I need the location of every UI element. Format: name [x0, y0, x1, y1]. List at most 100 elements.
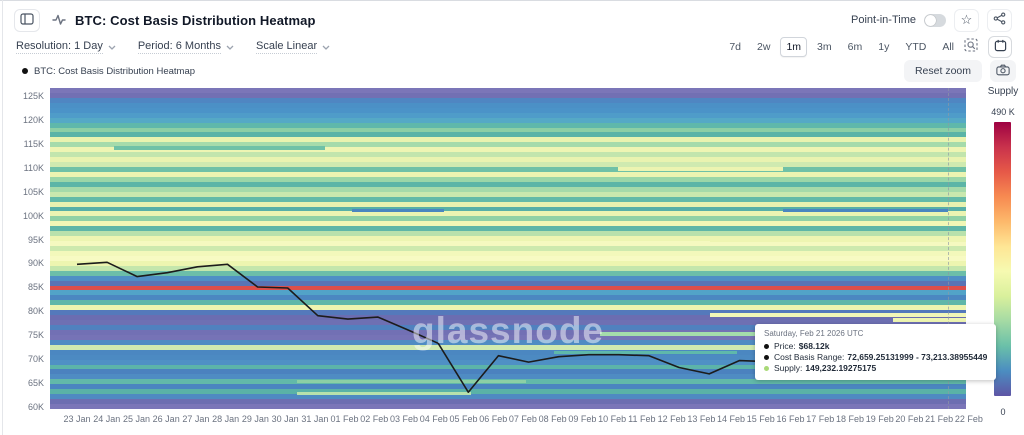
heatmap-row — [50, 280, 966, 287]
heatmap-row — [50, 325, 966, 331]
point-in-time-toggle[interactable] — [924, 13, 946, 27]
heatmap-row — [50, 315, 966, 321]
x-tick-label: 26 Jan — [152, 414, 180, 424]
heatmap-row — [50, 329, 966, 336]
range-button-YTD[interactable]: YTD — [899, 37, 932, 57]
heatmap-row — [50, 344, 966, 351]
dropdown-control-1[interactable]: Period: 6 Months — [137, 40, 234, 54]
colorbar-max-label: 490 K — [991, 107, 1015, 117]
y-tick-label: 80K — [27, 306, 44, 317]
dropdown-label: Resolution: 1 Day — [16, 40, 103, 54]
reset-zoom-button[interactable]: Reset zoom — [903, 60, 982, 82]
range-button-2w[interactable]: 2w — [751, 37, 776, 57]
dropdown-control-0[interactable]: Resolution: 1 Day — [16, 40, 116, 54]
zoom-selection-icon — [964, 37, 978, 57]
heatmap-row — [50, 334, 966, 341]
heatmap-row — [50, 226, 966, 232]
heatmap-row — [50, 122, 966, 129]
x-tick-label: 12 Feb — [657, 414, 686, 424]
y-tick-label: 105K — [22, 186, 44, 197]
share-button[interactable] — [987, 8, 1012, 32]
heatmap-row — [50, 127, 966, 134]
point-in-time-label: Point-in-Time — [851, 14, 916, 26]
series-dot — [22, 68, 28, 74]
star-button[interactable]: ☆ — [954, 8, 979, 32]
y-tick-label: 75K — [27, 330, 44, 341]
range-button-3m[interactable]: 3m — [811, 37, 838, 57]
heatmap-segment — [553, 350, 737, 354]
x-tick-label: 28 Jan — [212, 414, 240, 424]
left-divider — [2, 0, 3, 435]
range-button-7d[interactable]: 7d — [723, 37, 747, 57]
series-legend-label[interactable]: BTC: Cost Basis Distribution Heatmap — [34, 65, 196, 77]
heatmap-row — [50, 394, 966, 400]
y-tick-label: 70K — [27, 354, 44, 365]
calendar-icon — [994, 39, 1007, 55]
y-tick-label: 60K — [27, 401, 44, 412]
x-tick-label: 19 Feb — [865, 414, 894, 424]
y-tick-label: 90K — [27, 258, 44, 269]
heatmap-row — [50, 389, 966, 395]
x-tick-label: 13 Feb — [687, 414, 716, 424]
top-divider — [0, 0, 1024, 1]
heatmap-row — [50, 186, 966, 193]
screenshot-button[interactable] — [990, 60, 1016, 82]
heatmap-row — [50, 339, 966, 346]
heatmap-row — [50, 305, 966, 311]
heatmap-row — [50, 255, 966, 262]
heatmap-plot[interactable]: glassnode — [50, 88, 966, 409]
share-icon — [993, 12, 1006, 28]
heatmap-segment — [114, 145, 325, 150]
heatmap-row — [50, 157, 966, 163]
heatmap-row — [50, 142, 966, 148]
x-tick-label: 23 Jan — [63, 414, 91, 424]
heatmap-row — [50, 221, 966, 227]
time-range-buttons: 7d 2w 1m 3m 6m 1y YTD All — [723, 37, 960, 57]
dropdown-label: Period: 6 Months — [137, 40, 221, 54]
heatmap-segment — [297, 392, 472, 396]
range-button-6m[interactable]: 6m — [842, 37, 869, 57]
heatmap-row — [50, 250, 966, 257]
heatmap-row — [50, 270, 966, 277]
heatmap-segment — [617, 167, 783, 171]
calendar-button[interactable] — [988, 36, 1012, 58]
x-tick-label: 09 Feb — [568, 414, 597, 424]
hover-crosshair — [948, 88, 949, 409]
heatmap-row — [50, 211, 966, 217]
range-button-1m[interactable]: 1m — [780, 37, 808, 57]
price-line — [76, 261, 951, 394]
glassnode-watermark: glassnode — [412, 310, 604, 351]
heatmap-row — [50, 260, 966, 267]
x-tick-label: 02 Feb — [360, 414, 389, 424]
x-tick-label: 29 Jan — [241, 414, 269, 424]
zoom-selection-button[interactable] — [960, 36, 982, 59]
star-icon: ☆ — [960, 12, 973, 27]
x-tick-label: 04 Feb — [419, 414, 448, 424]
heatmap-row — [50, 300, 966, 306]
heatmap-row — [50, 117, 966, 124]
range-button-1y[interactable]: 1y — [872, 37, 895, 57]
heatmap-segment — [892, 318, 966, 323]
x-tick-label: 25 Jan — [122, 414, 150, 424]
hovered-cell-marker — [950, 340, 965, 348]
heatmap-row — [50, 196, 966, 203]
range-button-All[interactable]: All — [936, 37, 960, 57]
chevron-down-icon — [317, 41, 330, 53]
x-tick-label: 21 Feb — [925, 414, 954, 424]
heatmap-row — [50, 364, 966, 371]
heatmap-row — [50, 359, 966, 366]
heatmap-row — [50, 171, 966, 178]
y-tick-label: 125K — [22, 91, 44, 101]
heatmap-row — [50, 275, 966, 282]
heatmap-row — [50, 241, 966, 247]
x-tick-label: 22 Feb — [954, 414, 983, 424]
dropdown-control-2[interactable]: Scale Linear — [255, 40, 330, 54]
x-tick-label: 08 Feb — [538, 414, 567, 424]
heatmap-row — [50, 176, 966, 183]
heatmap-row — [50, 97, 966, 104]
heatmap-row — [50, 236, 966, 242]
x-tick-label: 30 Jan — [271, 414, 299, 424]
panel-toggle-button[interactable] — [14, 8, 40, 32]
y-tick-label: 65K — [27, 378, 44, 389]
